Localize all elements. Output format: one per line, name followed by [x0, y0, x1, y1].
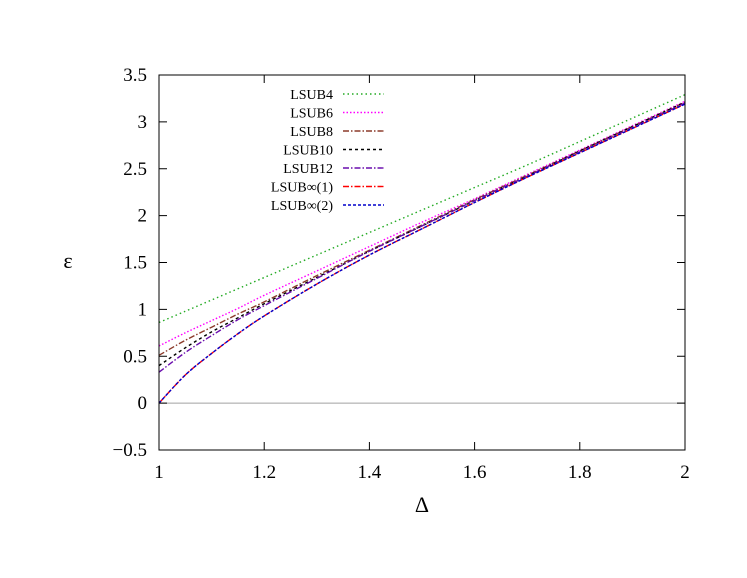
y-axis-label: ε — [63, 248, 72, 273]
x-tick-label: 1 — [154, 462, 164, 483]
x-tick-label: 1.6 — [463, 462, 487, 483]
x-tick-label: 2 — [680, 462, 690, 483]
y-tick-label: 2 — [138, 206, 148, 227]
legend-label: LSUB∞(2) — [271, 199, 333, 214]
series-line-7 — [158, 103, 686, 404]
legend-label: LSUB∞(1) — [271, 181, 333, 196]
legend-label: LSUB10 — [283, 144, 333, 159]
x-tick-label: 1.4 — [358, 462, 382, 483]
series-line-4 — [158, 101, 686, 367]
series-line-3 — [158, 101, 686, 356]
y-tick-label: 3.5 — [123, 65, 147, 86]
legend-label: LSUB8 — [290, 125, 333, 140]
legend: LSUB4 LSUB6 LSUB8 LSUB10 LSUB12 LSUB∞(1) LSUB∞… — [271, 88, 384, 214]
y-tick-label: 2.5 — [123, 159, 147, 180]
x-tick-label: 1.8 — [568, 462, 592, 483]
y-tick-label: −0.5 — [113, 440, 147, 461]
y-tick-label: 1 — [138, 299, 148, 320]
legend-label: LSUB4 — [290, 88, 333, 103]
y-tick-label: 0 — [138, 393, 148, 414]
y-tick-label: 1.5 — [123, 253, 147, 274]
x-axis-label: Δ — [415, 492, 429, 517]
legend-label: LSUB12 — [283, 162, 333, 177]
x-tick-label: 1.2 — [252, 462, 276, 483]
y-tick-label: 0.5 — [123, 346, 147, 367]
axes: 1 1.2 1.4 1.6 1.8 2 −0.5 0 0.5 1 1.5 2 2.5 3 3.5 — [113, 65, 690, 483]
series-line-1 — [158, 94, 686, 324]
series-line-5 — [158, 102, 686, 373]
plot-area — [158, 94, 686, 404]
series-line-2 — [158, 100, 686, 347]
series-line-6 — [158, 103, 686, 404]
y-tick-label: 3 — [138, 112, 148, 133]
legend-label: LSUB6 — [290, 107, 333, 122]
plot-frame — [158, 74, 686, 451]
